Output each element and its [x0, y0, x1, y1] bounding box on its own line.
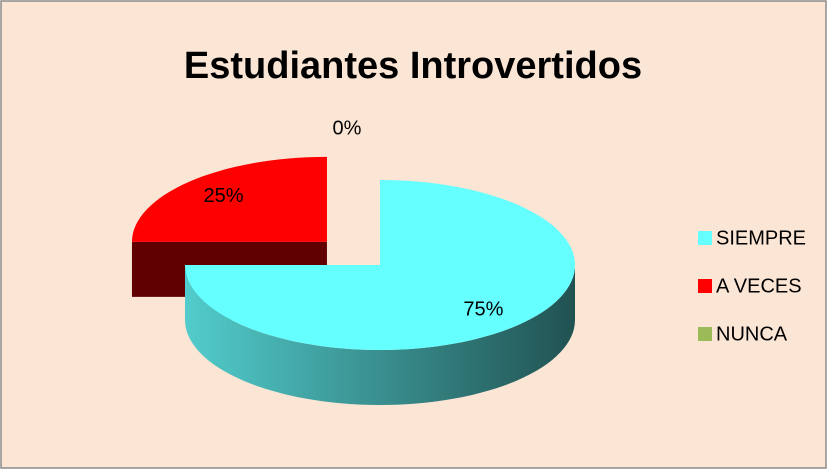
- data-label: 25%: [204, 185, 244, 207]
- legend-label: NUNCA: [716, 323, 788, 345]
- data-label: 0%: [333, 117, 362, 139]
- legend-swatch: [698, 231, 712, 245]
- slice: [185, 180, 575, 405]
- legend-label: A VECES: [716, 275, 802, 297]
- data-label: 75%: [463, 298, 503, 320]
- legend-swatch: [698, 279, 712, 293]
- legend-swatch: [698, 327, 712, 341]
- slice-top: [131, 156, 327, 242]
- legend-label: SIEMPRE: [716, 227, 806, 249]
- slice-top: [185, 180, 575, 350]
- chart-title: Estudiantes Introvertidos: [184, 45, 642, 87]
- slice-outer-side: [185, 265, 575, 405]
